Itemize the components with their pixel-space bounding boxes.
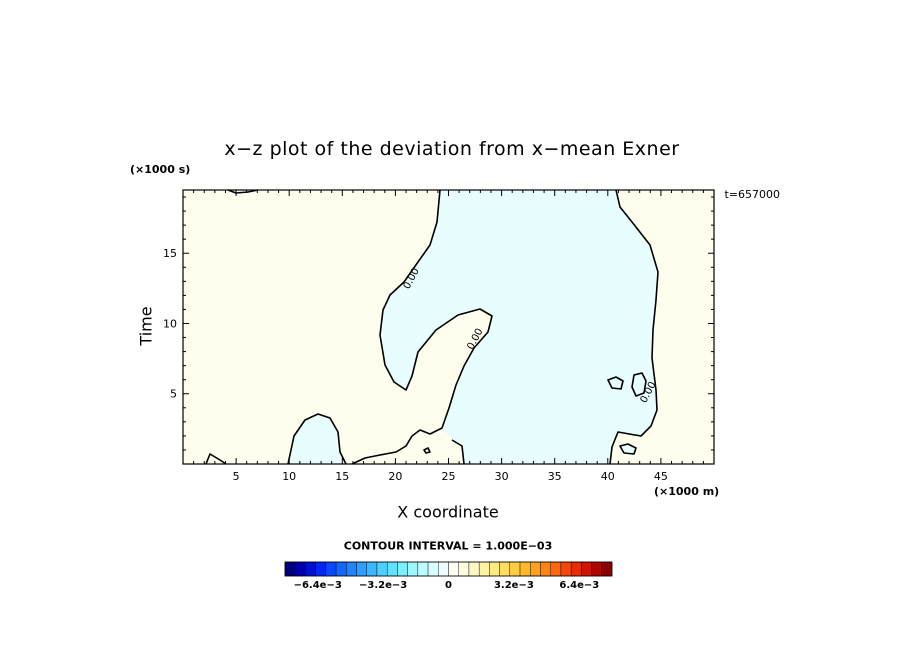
- colorbar-swatch-15: [438, 561, 449, 577]
- colorbar-tick-label-4: 6.4e−3: [559, 580, 599, 591]
- colorbar-swatch-5: [335, 561, 347, 577]
- contour-line-main: [351, 189, 493, 465]
- colorbar-swatch-1: [295, 561, 306, 577]
- y-axis-ticks: 5 10 15: [163, 196, 714, 451]
- contour-interval-label: CONTOUR INTERVAL = 1.000E−03: [343, 539, 553, 553]
- x-tick-label-6: 35: [548, 470, 562, 483]
- colorbar-tick-label-2: 0: [445, 580, 452, 591]
- colorbar-swatch-10: [386, 561, 398, 577]
- colorbar-swatch-17: [458, 561, 470, 577]
- colorbar-tick-label-1: −3.2e−3: [359, 580, 407, 591]
- colorbar-swatch-30: [591, 561, 602, 577]
- colorbar-swatch-29: [581, 561, 592, 577]
- colorbar-tick-labels: −6.4e−3 −3.2e−3 0 3.2e−3 6.4e−3: [294, 580, 600, 591]
- colorbar-swatch-18: [468, 561, 480, 577]
- time-label: t=657000: [724, 188, 780, 201]
- y-tick-label-1: 10: [163, 317, 177, 330]
- colorbar-swatch-6: [346, 561, 357, 577]
- colorbar-swatch-4: [325, 561, 337, 577]
- colorbar-swatch-8: [366, 561, 378, 577]
- colorbar-swatch-22: [509, 561, 521, 577]
- negative-region-pocket-2: [632, 373, 646, 396]
- contour-line-near-bottom: [451, 439, 465, 465]
- colorbar-swatch-23: [519, 561, 531, 577]
- x-tick-label-2: 15: [335, 470, 349, 483]
- x-axis-label: X coordinate: [397, 502, 499, 522]
- x-tick-label-3: 20: [388, 470, 402, 483]
- colorbar-swatch-20: [489, 561, 500, 577]
- x-tick-label-5: 30: [495, 470, 509, 483]
- colorbar-swatch-25: [540, 561, 551, 577]
- x-tick-label-0: 5: [233, 470, 240, 483]
- contour-line-pocket-3: [619, 443, 637, 455]
- contour-line-right: [609, 189, 659, 465]
- colorbar-swatch-3: [315, 561, 327, 577]
- colorbar-tick-label-0: −6.4e−3: [294, 580, 342, 591]
- colorbar-swatch-28: [570, 561, 582, 577]
- negative-regions: [288, 190, 658, 464]
- x-axis-ticks: 5 10 15 20 25 30 35 40 45: [193, 190, 704, 483]
- contour-line-pocket-2: [631, 372, 647, 397]
- colorbar-swatch-26: [550, 561, 562, 577]
- contour-line-small-left: [287, 413, 347, 465]
- colorbar-swatch-11: [397, 561, 408, 577]
- x-tick-label-8: 45: [654, 470, 668, 483]
- colorbar-swatch-12: [407, 561, 419, 577]
- contour-line-pocket-1: [607, 376, 624, 390]
- colorbar-swatch-19: [478, 561, 490, 577]
- colorbar-swatch-0: [284, 561, 296, 577]
- colorbar-swatch-14: [427, 561, 439, 577]
- x-tick-label-1: 10: [282, 470, 296, 483]
- x-tick-label-4: 25: [442, 470, 456, 483]
- colorbar-swatch-31: [601, 561, 613, 577]
- colorbar-swatch-7: [356, 561, 367, 577]
- colorbar-frame: [284, 561, 613, 577]
- x-unit-label: (×1000 m): [654, 485, 720, 498]
- colorbar-swatch-2: [305, 561, 316, 577]
- colorbar-swatch-9: [376, 561, 388, 577]
- y-tick-label-2: 15: [163, 247, 177, 260]
- colorbar-swatch-13: [417, 561, 429, 577]
- y-unit-label: (×1000 s): [130, 163, 191, 176]
- colorbar-swatch-21: [499, 561, 511, 577]
- colorbar-tick-label-3: 3.2e−3: [494, 580, 534, 591]
- colorbar-swatch-24: [530, 561, 541, 577]
- colorbar: [284, 561, 613, 577]
- x-tick-label-7: 40: [601, 470, 615, 483]
- contour-line-tiny: [423, 447, 431, 454]
- y-tick-label-0: 5: [170, 388, 177, 401]
- negative-region-small-left: [288, 414, 346, 464]
- contour-line-bottom-left: [205, 453, 227, 465]
- chart-title: x−z plot of the deviation from x−mean Ex…: [224, 138, 680, 160]
- zero-contours: [205, 189, 659, 465]
- contour-line-top-left: [227, 189, 259, 194]
- colorbar-swatch-16: [448, 561, 459, 577]
- colorbar-swatch-27: [560, 561, 572, 577]
- negative-region-main: [380, 190, 658, 464]
